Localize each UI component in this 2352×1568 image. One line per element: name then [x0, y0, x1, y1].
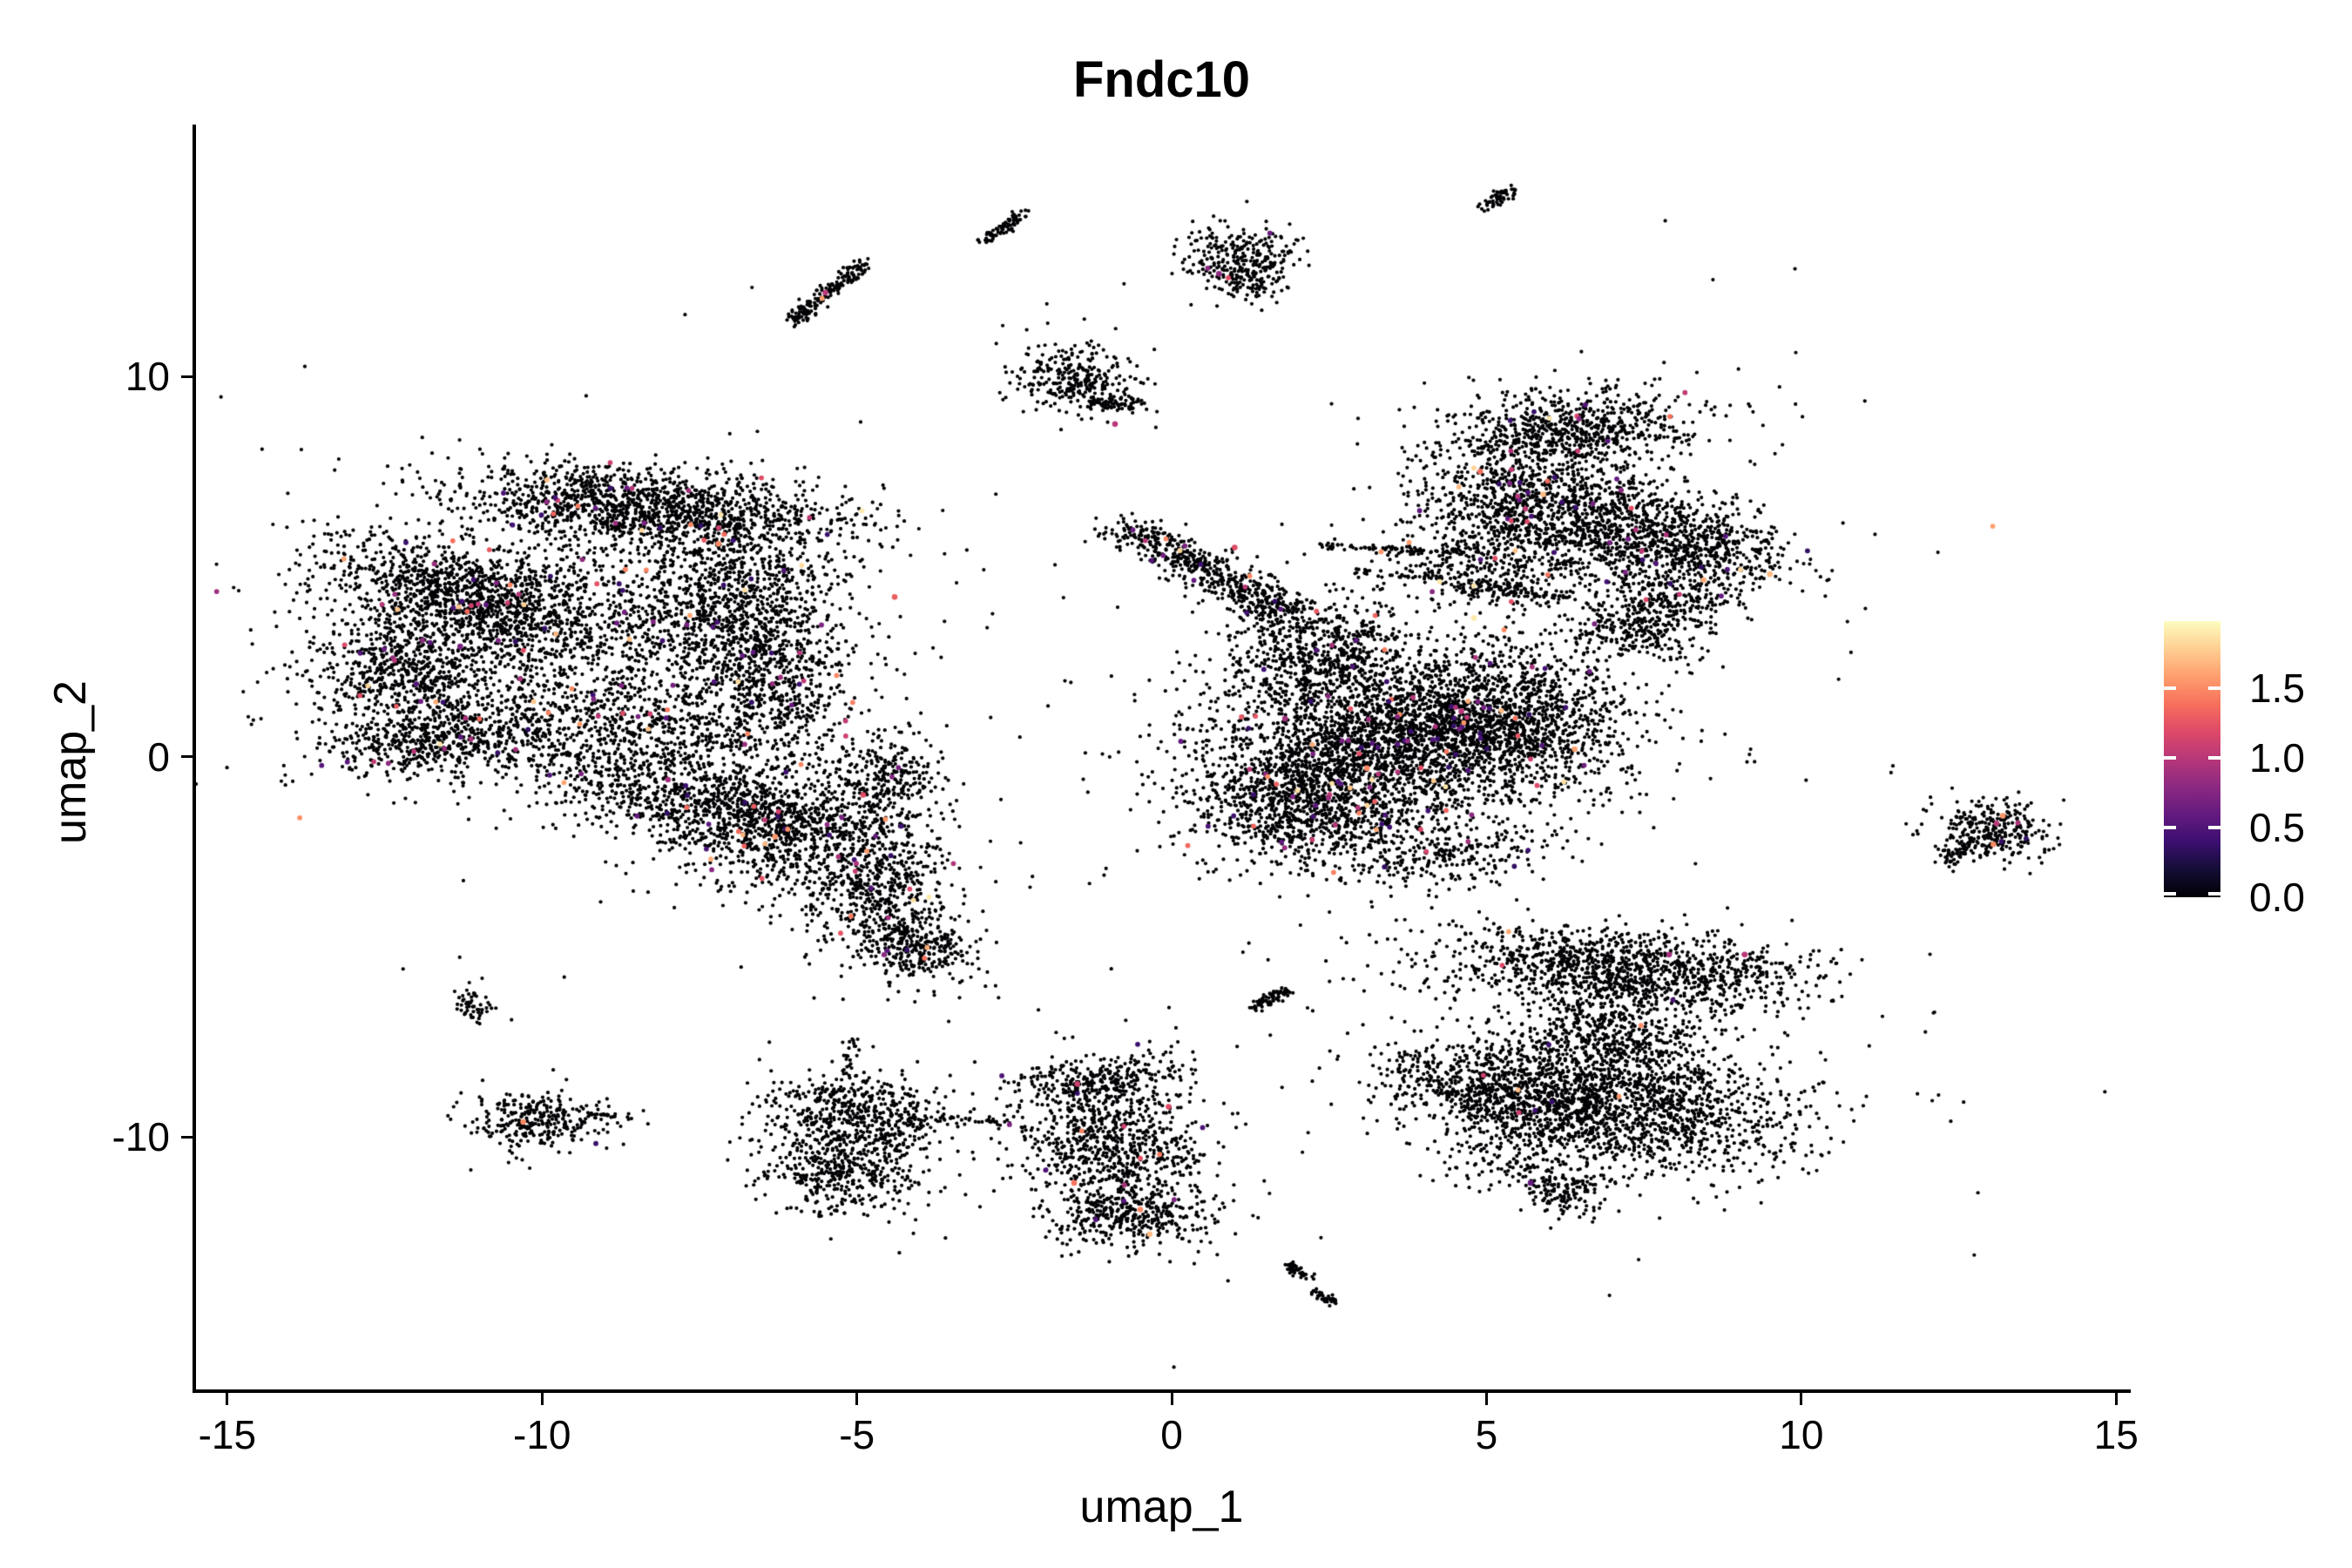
- y-tick-label: -10: [112, 1114, 170, 1160]
- x-tick-label: 15: [2093, 1412, 2139, 1457]
- colorbar-tick-mark: [2208, 686, 2220, 690]
- y-axis-line: [193, 125, 196, 1393]
- x-tick-mark: [1170, 1393, 1173, 1405]
- colorbar-tick-mark: [2164, 686, 2176, 690]
- x-tick-mark: [855, 1393, 859, 1405]
- x-tick-label: 5: [1475, 1412, 1498, 1457]
- y-tick-label: 10: [125, 354, 170, 400]
- x-axis-title: umap_1: [1079, 1482, 1244, 1532]
- x-tick-mark: [1800, 1393, 1803, 1405]
- colorbar-tick-mark: [2208, 755, 2220, 760]
- x-tick-label: -5: [839, 1412, 875, 1457]
- chart-title: Fndc10: [1072, 51, 1251, 108]
- x-tick-mark: [2114, 1393, 2118, 1405]
- x-tick-label: -15: [198, 1412, 257, 1457]
- x-tick-label: -10: [513, 1412, 571, 1457]
- colorbar-tick-mark: [2164, 892, 2176, 896]
- y-axis-title: umap_2: [45, 680, 96, 844]
- y-tick-mark: [181, 755, 193, 759]
- x-tick-label: 10: [1779, 1412, 1824, 1457]
- x-tick-mark: [540, 1393, 544, 1405]
- colorbar-tick-mark: [2164, 755, 2176, 760]
- x-axis-line: [193, 1389, 2131, 1393]
- colorbar-tick-mark: [2208, 825, 2220, 829]
- y-tick-mark: [181, 1135, 193, 1139]
- legend-tick-label: 0.5: [2249, 804, 2305, 850]
- y-tick-mark: [181, 375, 193, 378]
- y-tick-label: 0: [147, 733, 170, 780]
- colorbar-tick-mark: [2164, 825, 2176, 829]
- colorbar-tick-mark: [2208, 892, 2220, 896]
- legend-tick-label: 0.0: [2249, 875, 2305, 920]
- x-tick-mark: [1484, 1393, 1488, 1405]
- x-tick-mark: [226, 1393, 229, 1405]
- legend-tick-label: 1.0: [2249, 734, 2305, 781]
- x-tick-label: 0: [1160, 1412, 1183, 1457]
- legend-tick-label: 1.5: [2249, 665, 2305, 711]
